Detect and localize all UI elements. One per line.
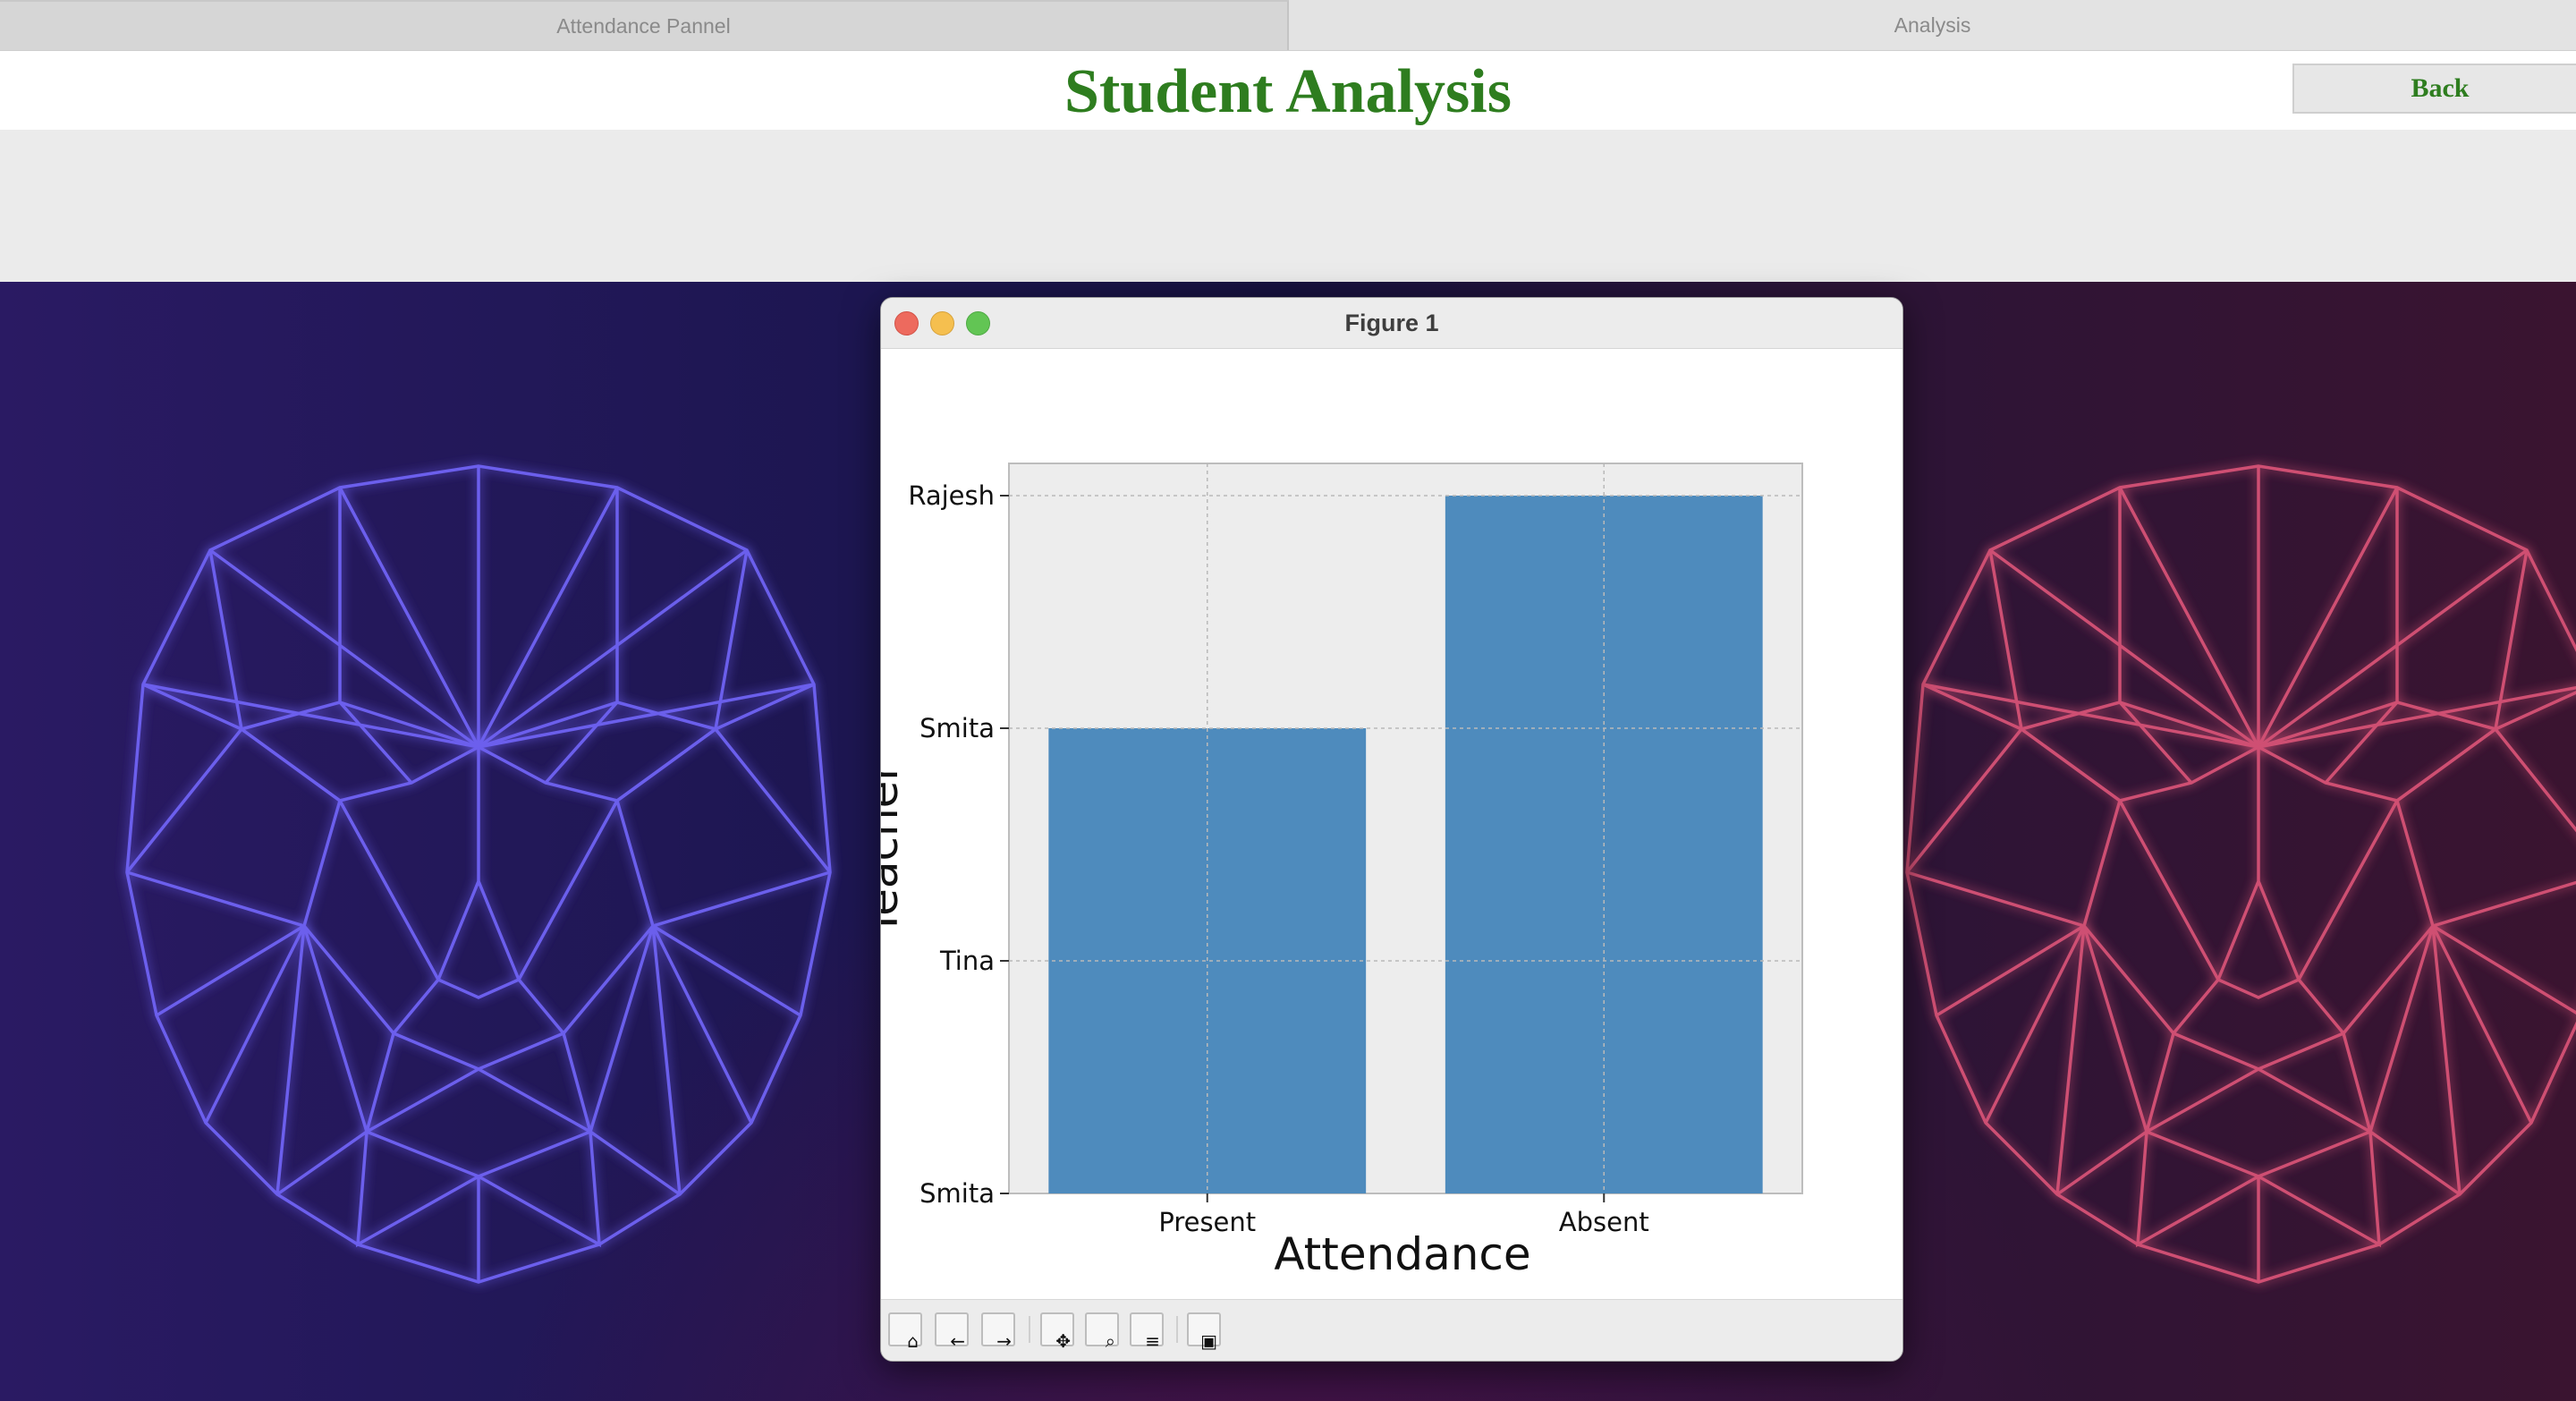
zoom-window-button[interactable] bbox=[966, 311, 990, 335]
toolbar-separator bbox=[1176, 1316, 1178, 1343]
y-tick-label: Tina bbox=[939, 946, 995, 976]
tab-analysis[interactable]: Analysis bbox=[1894, 13, 1971, 37]
back-button-label: Back bbox=[2411, 73, 2470, 103]
face-mesh-left-image bbox=[125, 464, 832, 1284]
zoom-icon[interactable]: ⌕ bbox=[1085, 1312, 1119, 1350]
face-mesh-right-image bbox=[1905, 464, 2576, 1284]
header-band bbox=[0, 130, 2576, 282]
x-tick-label: Present bbox=[1158, 1207, 1256, 1237]
y-axis-label: Teacher bbox=[881, 762, 908, 937]
x-axis-label: Attendance bbox=[1274, 1228, 1530, 1280]
tab-attendance-pannel[interactable]: Attendance Pannel bbox=[0, 0, 1289, 50]
back-button[interactable]: Back bbox=[2292, 64, 2576, 114]
subplots-icon[interactable]: ≡ bbox=[1130, 1312, 1164, 1350]
y-tick-label: Smita bbox=[919, 713, 995, 743]
close-window-button[interactable] bbox=[894, 311, 919, 335]
figure-window[interactable]: Figure 1 Smita Tina Smita Rajesh Present Abs… bbox=[880, 297, 1903, 1362]
home-icon[interactable]: ⌂ bbox=[888, 1312, 922, 1350]
window-title: Figure 1 bbox=[1344, 310, 1439, 336]
y-tick-label: Rajesh bbox=[908, 480, 995, 511]
toolbar-separator bbox=[1029, 1316, 1030, 1343]
save-icon[interactable]: ▣ bbox=[1187, 1312, 1221, 1350]
back-arrow-icon[interactable]: ← bbox=[935, 1312, 969, 1350]
header: Student Analysis Back bbox=[0, 51, 2576, 130]
page-title: Student Analysis bbox=[1064, 57, 1512, 126]
minimize-window-button[interactable] bbox=[930, 311, 954, 335]
tab-bar: Attendance Pannel Analysis bbox=[0, 0, 2576, 51]
figure-toolbar: ⌂ ← → ✥ ⌕ ≡ ▣ bbox=[881, 1299, 1902, 1361]
y-tick-label: Smita bbox=[919, 1178, 995, 1209]
window-titlebar[interactable]: Figure 1 bbox=[881, 298, 1902, 349]
bar-chart: Smita Tina Smita Rajesh Present Absent Atten… bbox=[881, 463, 1803, 1280]
pan-icon[interactable]: ✥ bbox=[1040, 1312, 1074, 1350]
forward-arrow-icon[interactable]: → bbox=[981, 1312, 1015, 1350]
x-tick-label: Absent bbox=[1559, 1207, 1649, 1237]
